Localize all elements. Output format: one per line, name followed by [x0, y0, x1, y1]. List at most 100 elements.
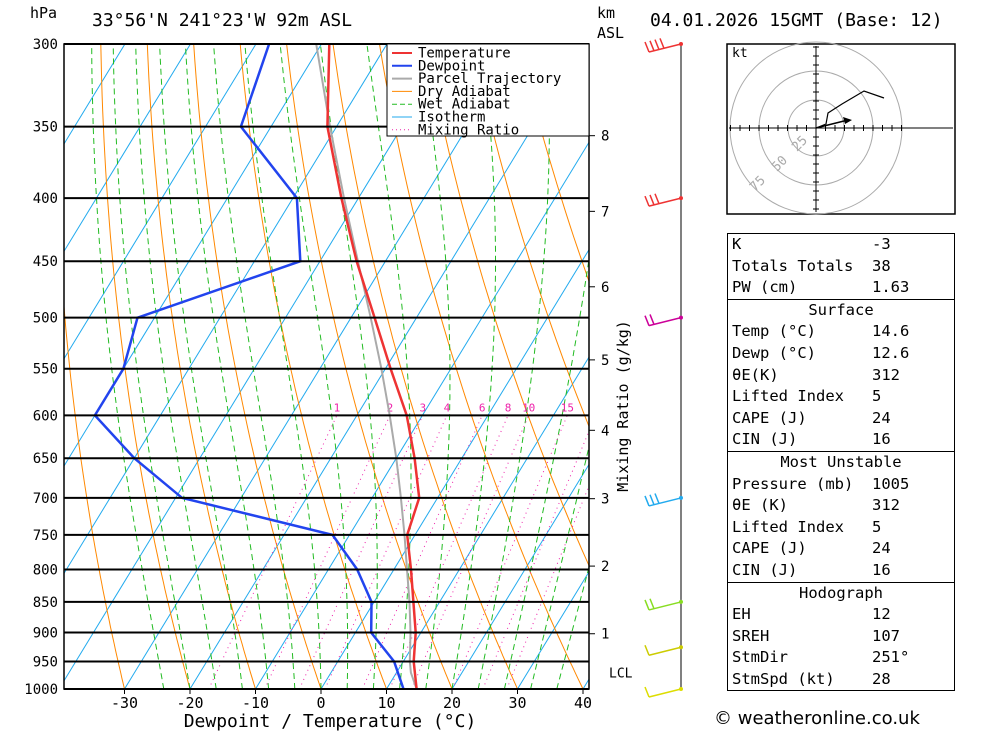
pressure-tick-label: 550 — [33, 362, 58, 378]
x-tick-label: 30 — [508, 694, 526, 712]
dry-adiabat — [471, 44, 589, 428]
surface-temp-row: Temp (°C) 14.6 — [732, 322, 910, 341]
pressure-tick-label: 750 — [33, 528, 58, 544]
mixing-ratio-label: 10 — [522, 401, 535, 414]
wind-barb — [644, 193, 683, 207]
lcl-label: LCL — [609, 667, 633, 682]
x-tick-label: 20 — [443, 694, 461, 712]
mixing-ratio-label: 1 — [334, 401, 341, 414]
surface-cape-row: CAPE (J) 24 — [732, 408, 891, 427]
mu-cin-row: CIN (J) 16 — [732, 560, 891, 579]
pressure-tick-label: 950 — [33, 655, 58, 671]
mu-theta-e-row: θE (K) 312 — [732, 496, 900, 515]
totals-totals-row: Totals Totals 38 — [732, 256, 891, 275]
storm-direction-row: StmDir 251° — [732, 648, 910, 667]
x-tick-label: -30 — [111, 694, 138, 712]
wind-barb-flag — [644, 495, 650, 507]
pressure-tick-label: 1000 — [24, 682, 58, 698]
x-axis-title: Dewpoint / Temperature (°C) — [184, 711, 477, 732]
pressure-tick-label: 650 — [33, 451, 58, 467]
plot-background — [64, 44, 589, 689]
pressure-tick-label: 350 — [33, 120, 58, 136]
wind-barb-staff — [648, 688, 682, 698]
eh-row: EH 12 — [732, 605, 891, 624]
wind-barb-flag — [649, 494, 655, 505]
isotherm — [451, 463, 589, 689]
sreh-row: SREH 107 — [732, 626, 900, 645]
surface-header: Surface — [728, 298, 954, 322]
km-unit-label: km — [597, 4, 615, 22]
wind-barb-flag — [649, 194, 655, 206]
wind-barb-flag — [644, 644, 650, 656]
wind-barb — [644, 38, 683, 53]
mixing-ratio-label: 2 — [387, 401, 394, 414]
pressure-tick-label: 450 — [33, 254, 58, 270]
pressure-tick-label: 500 — [33, 311, 58, 327]
mixing-ratio-line — [264, 415, 391, 689]
isotherm — [64, 44, 453, 682]
isotherm — [124, 44, 519, 689]
wind-barb — [644, 598, 683, 611]
wind-barb-flag — [644, 41, 650, 53]
legend-label: Dry Adiabat — [418, 84, 511, 100]
isotherm — [517, 570, 589, 689]
mixing-ratio-label: 4 — [444, 401, 451, 414]
isotherm — [64, 44, 388, 575]
storm-speed-row: StmSpd (kt) 28 — [732, 669, 891, 688]
x-tick-label: 0 — [316, 694, 325, 712]
pressure-tick-label: 850 — [33, 595, 58, 611]
isotherm — [386, 356, 589, 689]
isotherm — [255, 141, 589, 689]
pressure-tick-label: 800 — [33, 562, 58, 578]
km-tick-label: 3 — [601, 492, 609, 508]
wind-barb-flag — [654, 39, 660, 50]
wind-barb-flag — [649, 314, 655, 325]
mu-cape-row: CAPE (J) 24 — [732, 539, 891, 558]
pressure-tick-label: 700 — [33, 491, 58, 507]
storm-motion-arrowhead — [843, 117, 852, 124]
hodograph-unit-label: kt — [732, 46, 748, 61]
hpa-unit-label: hPa — [30, 4, 57, 22]
mu-lifted-index-row: Lifted Index 5 — [732, 517, 882, 536]
isotherm — [320, 248, 589, 689]
legend-label: Temperature — [418, 46, 511, 62]
hodograph-frame — [726, 43, 956, 215]
km-tick-label: 1 — [601, 627, 609, 643]
indices-table: K -3 Totals Totals 38 PW (cm) 1.63 Surface … — [727, 233, 955, 692]
km-tick-label: 8 — [601, 129, 609, 145]
credit-link[interactable]: © weatheronline.co.uk — [714, 708, 920, 729]
isotherm — [189, 44, 584, 689]
wind-barb-flag — [644, 686, 650, 698]
wind-barb — [644, 644, 683, 656]
pw-row: PW (cm) 1.63 — [732, 278, 910, 297]
km-tick-label: 4 — [601, 423, 609, 439]
dry-adiabat — [983, 44, 1000, 689]
x-tick-label: 40 — [574, 694, 592, 712]
km-tick-label: 6 — [601, 280, 609, 296]
pressure-tick-label: 300 — [33, 37, 58, 53]
x-tick-label: -10 — [242, 694, 269, 712]
wind-barb-flag — [644, 599, 650, 611]
wind-barb-staff — [648, 601, 682, 611]
mixing-ratio-line — [452, 415, 568, 689]
mixing-ratio-axis-title: Mixing Ratio (g/kg) — [614, 320, 632, 492]
wind-barb-staff — [648, 646, 682, 656]
parcel-trajectory-line — [315, 44, 418, 689]
mixing-ratio-label: 15 — [561, 401, 574, 414]
mixing-ratio-label: 3 — [419, 401, 426, 414]
wind-barb — [644, 493, 683, 507]
mixing-ratio-label: 6 — [479, 401, 486, 414]
surface-theta-e-row: θE(K) 312 — [732, 365, 900, 384]
surface-dewp-row: Dewp (°C) 12.6 — [732, 343, 910, 362]
header-datetime: 04.01.2026 15GMT (Base: 12) — [650, 10, 943, 31]
storm-motion-vector — [815, 119, 849, 129]
x-tick-label: -20 — [176, 694, 203, 712]
dry-adiabat — [518, 44, 589, 283]
hodograph-trace — [815, 90, 885, 129]
legend-label: Dewpoint — [418, 58, 485, 74]
legend-label: Mixing Ratio — [418, 122, 519, 138]
pressure-tick-label: 900 — [33, 626, 58, 642]
